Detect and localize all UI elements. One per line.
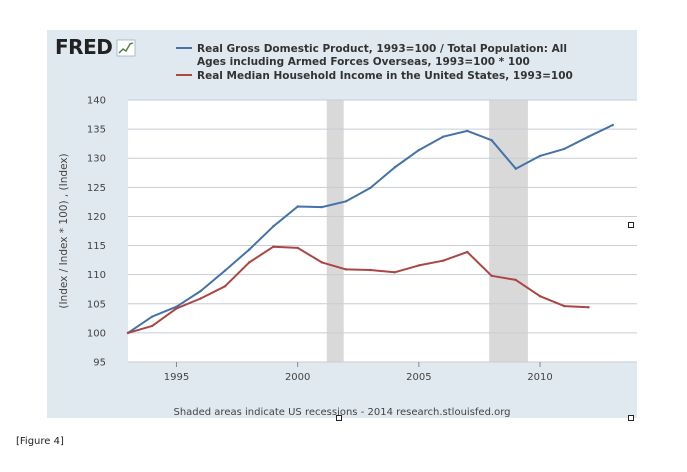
series-0-point-1996 (199, 289, 202, 293)
series-lines (126, 123, 614, 335)
y-tick-label-110: 110 (87, 270, 106, 281)
series-1-point-2011 (563, 304, 566, 308)
recession-band-0 (326, 100, 344, 362)
y-tick-label-105: 105 (87, 299, 106, 310)
resize-handle-bottom[interactable] (336, 415, 342, 421)
x-tick-label-2000: 2000 (285, 372, 310, 383)
series-1-point-1997 (223, 285, 227, 288)
series-0-point-2010 (538, 154, 542, 158)
series-1-point-2002 (344, 268, 348, 271)
chart-legend: Real Gross Domestic Product, 1993=100 / … (176, 43, 573, 82)
series-0-point-2000 (296, 205, 299, 208)
x-tick-label-1995: 1995 (164, 372, 189, 383)
series-1-point-2004 (393, 271, 396, 274)
series-1-point-2012 (587, 306, 590, 309)
y-tick-label-130: 130 (87, 154, 106, 165)
y-tick-label-135: 135 (87, 125, 106, 136)
trend-chart-icon (116, 39, 136, 57)
legend-label-gdp-line1: Real Gross Domestic Product, 1993=100 / … (197, 43, 567, 55)
fred-logo: FRED (55, 35, 136, 59)
y-tick-label-95: 95 (93, 358, 106, 369)
y-tick-label-100: 100 (87, 328, 106, 339)
y-tick-label-115: 115 (87, 241, 106, 252)
series-0-point-2013 (611, 123, 614, 127)
fred-logo-text: FRED (55, 35, 112, 59)
series-0-point-2002 (344, 200, 348, 203)
series-1-point-2010 (538, 295, 542, 298)
series-0-point-2012 (587, 135, 590, 138)
chart-panel: FRED Real Gross Domestic Product, 1993=1… (47, 30, 637, 418)
series-0-point-2008 (490, 139, 493, 142)
series-1-point-2001 (320, 261, 324, 264)
resize-handle-bottom-right[interactable] (628, 415, 634, 421)
series-1-point-2006 (441, 259, 445, 262)
series-1-point-2005 (417, 264, 421, 267)
y-axis-ticks: 95 100 105 110 115 120 125 130 135 140 (87, 96, 106, 369)
series-1-point-1994 (151, 324, 154, 328)
y-tick-label-120: 120 (87, 212, 106, 223)
figure-caption: [Figure 4] (16, 436, 64, 447)
series-1-point-1998 (248, 261, 251, 264)
x-tick-label-2010: 2010 (527, 372, 552, 383)
series-1-point-1996 (199, 297, 202, 300)
series-0-point-1994 (151, 315, 154, 318)
legend-label-gdp-line2: Ages including Armed Forces Overseas, 19… (197, 56, 530, 68)
y-tick-label-140: 140 (87, 96, 106, 107)
chart-svg: FRED Real Gross Domestic Product, 1993=1… (55, 35, 637, 418)
series-1-point-1993 (126, 331, 130, 335)
series-0-point-2007 (466, 129, 469, 133)
gridlines (128, 99, 637, 363)
series-0-point-2009 (514, 167, 517, 170)
series-line-1 (127, 245, 589, 334)
series-0-point-1998 (248, 248, 251, 251)
series-0-point-2001 (320, 205, 324, 209)
series-1-point-2009 (514, 278, 517, 282)
series-0-point-2011 (563, 147, 566, 151)
series-0-point-1999 (272, 225, 275, 228)
series-0-point-1997 (223, 269, 227, 272)
x-tick-label-2005: 2005 (406, 372, 431, 383)
series-1-point-2007 (466, 250, 469, 254)
series-1-point-1995 (175, 307, 178, 310)
recession-footnote: Shaded areas indicate US recessions - 20… (173, 407, 510, 418)
recession-bands (326, 100, 528, 362)
series-1-point-2003 (369, 268, 372, 272)
series-0-point-2006 (441, 135, 445, 138)
legend-label-income: Real Median Household Income in the Unit… (197, 70, 573, 82)
series-1-point-2008 (490, 274, 493, 277)
y-axis-label: (Index / Index * 100) , (Index) (58, 153, 70, 308)
x-axis-ticks: 1995 2000 2005 2010 (164, 362, 553, 383)
series-0-point-2003 (369, 186, 372, 190)
recession-band-1 (489, 100, 528, 362)
plot-area (128, 100, 637, 362)
y-tick-label-125: 125 (87, 183, 106, 194)
resize-handle-right[interactable] (628, 222, 634, 228)
series-1-point-1999 (272, 245, 275, 248)
series-0-point-2004 (393, 166, 396, 169)
series-0-point-2005 (417, 148, 421, 152)
series-1-point-2000 (296, 246, 299, 250)
